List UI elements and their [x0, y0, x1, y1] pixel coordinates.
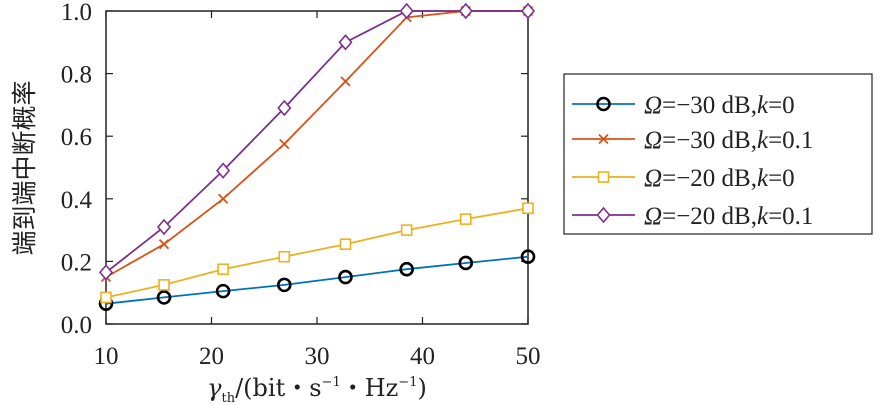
x-axis-label-sup-2: −1 — [398, 375, 417, 390]
legend-label-end: =0 — [768, 92, 795, 119]
x-tick-labels: 10 20 30 40 50 — [94, 343, 541, 370]
x-tick-label: 10 — [94, 343, 119, 370]
legend-label-sym: Ω — [644, 203, 662, 230]
x-axis-label-part-3: ) — [417, 374, 426, 402]
legend-swatch-marker — [596, 206, 611, 224]
series-layer — [98, 2, 536, 311]
series-1-point — [458, 255, 474, 271]
series-4-point — [399, 2, 414, 20]
legend-label-mid: =−20 dB, — [662, 165, 757, 192]
series-1 — [98, 249, 536, 311]
series-4-point — [98, 264, 114, 281]
legend-label-mid: =−30 dB, — [662, 127, 757, 154]
legend-label-end: =0 — [768, 165, 795, 192]
legend-label-sym: Ω — [644, 127, 662, 154]
x-axis-label-part-1: /(bit・s — [235, 374, 321, 402]
series-2 — [100, 5, 534, 283]
x-tick-label: 30 — [305, 343, 330, 370]
legend-swatch-marker — [596, 96, 611, 112]
y-tick-label: 0.6 — [61, 124, 92, 151]
legend-item-3: Ω=−20 dB,k=0 — [572, 165, 795, 192]
y-axis-label: 端到端中断概率 — [10, 80, 39, 255]
x-tick-label: 40 — [410, 343, 435, 370]
series-4-point — [458, 2, 473, 20]
x-tick-label: 50 — [516, 343, 541, 370]
legend-label-end: =0.1 — [768, 127, 813, 154]
series-4-point — [216, 162, 231, 179]
y-tick-label: 0.0 — [61, 312, 92, 339]
series-3-point — [100, 291, 112, 304]
series-2-line — [105, 10, 528, 278]
series-1-point — [399, 261, 414, 277]
series-1-point — [156, 290, 172, 305]
legend: Ω=−30 dB,k=0Ω=−30 dB,k=0.1Ω=−20 dB,k=0Ω=… — [563, 73, 873, 235]
legend-label: Ω=−30 dB,k=0.1 — [644, 127, 813, 154]
legend-label-sym: Ω — [644, 92, 662, 119]
plot-area — [98, 2, 536, 325]
legend-label-end: =0.1 — [768, 203, 813, 230]
series-3-point — [522, 202, 534, 214]
legend-item-1: Ω=−30 dB,k=0 — [572, 92, 795, 119]
legend-label-mid: =−30 dB, — [662, 92, 757, 119]
series-4 — [98, 2, 536, 281]
series-2-point — [158, 239, 170, 250]
y-tick-label: 1.0 — [61, 0, 92, 26]
series-4-line — [105, 10, 528, 274]
legend-item-4: Ω=−20 dB,k=0.1 — [572, 203, 813, 230]
x-axis-label-sup-1: −1 — [322, 375, 341, 390]
legend-label-k: k — [757, 203, 769, 230]
x-axis-label-part-2: ・Hz — [341, 374, 399, 402]
y-tick-label: 0.8 — [61, 62, 92, 89]
series-2-point — [340, 76, 351, 87]
series-1-line — [105, 255, 529, 305]
series-1-point — [338, 269, 353, 285]
legend-label: Ω=−20 dB,k=0.1 — [644, 203, 813, 230]
series-3-point — [217, 263, 229, 276]
x-axis-label-symbol: γ — [207, 374, 222, 402]
series-3-point — [339, 238, 352, 250]
legend-label-mid: =−20 dB, — [662, 203, 757, 230]
series-3-point — [400, 224, 413, 236]
series-4-point — [156, 218, 172, 236]
x-axis-label: γth/(bit・s−1・Hz−1) — [207, 374, 427, 405]
legend-items: Ω=−30 dB,k=0Ω=−30 dB,k=0.1Ω=−20 dB,k=0Ω=… — [572, 92, 813, 230]
axis-ticks — [105, 10, 529, 325]
series-4-point — [338, 34, 353, 51]
series-3-point — [459, 213, 472, 225]
y-tick-labels: 0.0 0.2 0.4 0.6 0.8 1.0 — [61, 0, 93, 339]
plot-frame — [105, 10, 529, 325]
series-3-point — [158, 279, 170, 291]
series-3-line — [105, 207, 529, 299]
legend-swatch-marker — [598, 133, 609, 145]
legend-label-k: k — [757, 127, 769, 154]
legend-label: Ω=−20 dB,k=0 — [644, 165, 795, 192]
series-3 — [100, 202, 534, 304]
series-2-point — [217, 193, 229, 204]
series-1-point — [520, 249, 536, 265]
x-tick-label: 20 — [199, 343, 224, 370]
series-1-point — [215, 283, 231, 299]
legend-label-k: k — [757, 165, 769, 192]
series-3-point — [278, 250, 291, 263]
y-tick-label: 0.2 — [61, 249, 92, 276]
legend-swatch-marker — [597, 171, 610, 183]
series-4-point — [520, 2, 536, 20]
legend-box — [563, 73, 873, 235]
series-2-point — [279, 138, 290, 150]
series-1-point — [276, 277, 292, 293]
series-4-point — [277, 99, 292, 117]
x-axis-label-subscript: th — [221, 391, 235, 405]
legend-item-2: Ω=−30 dB,k=0.1 — [572, 127, 813, 154]
legend-label-k: k — [757, 92, 769, 119]
y-tick-label: 0.4 — [61, 187, 93, 214]
legend-label: Ω=−30 dB,k=0 — [644, 92, 795, 119]
legend-label-sym: Ω — [644, 165, 662, 192]
